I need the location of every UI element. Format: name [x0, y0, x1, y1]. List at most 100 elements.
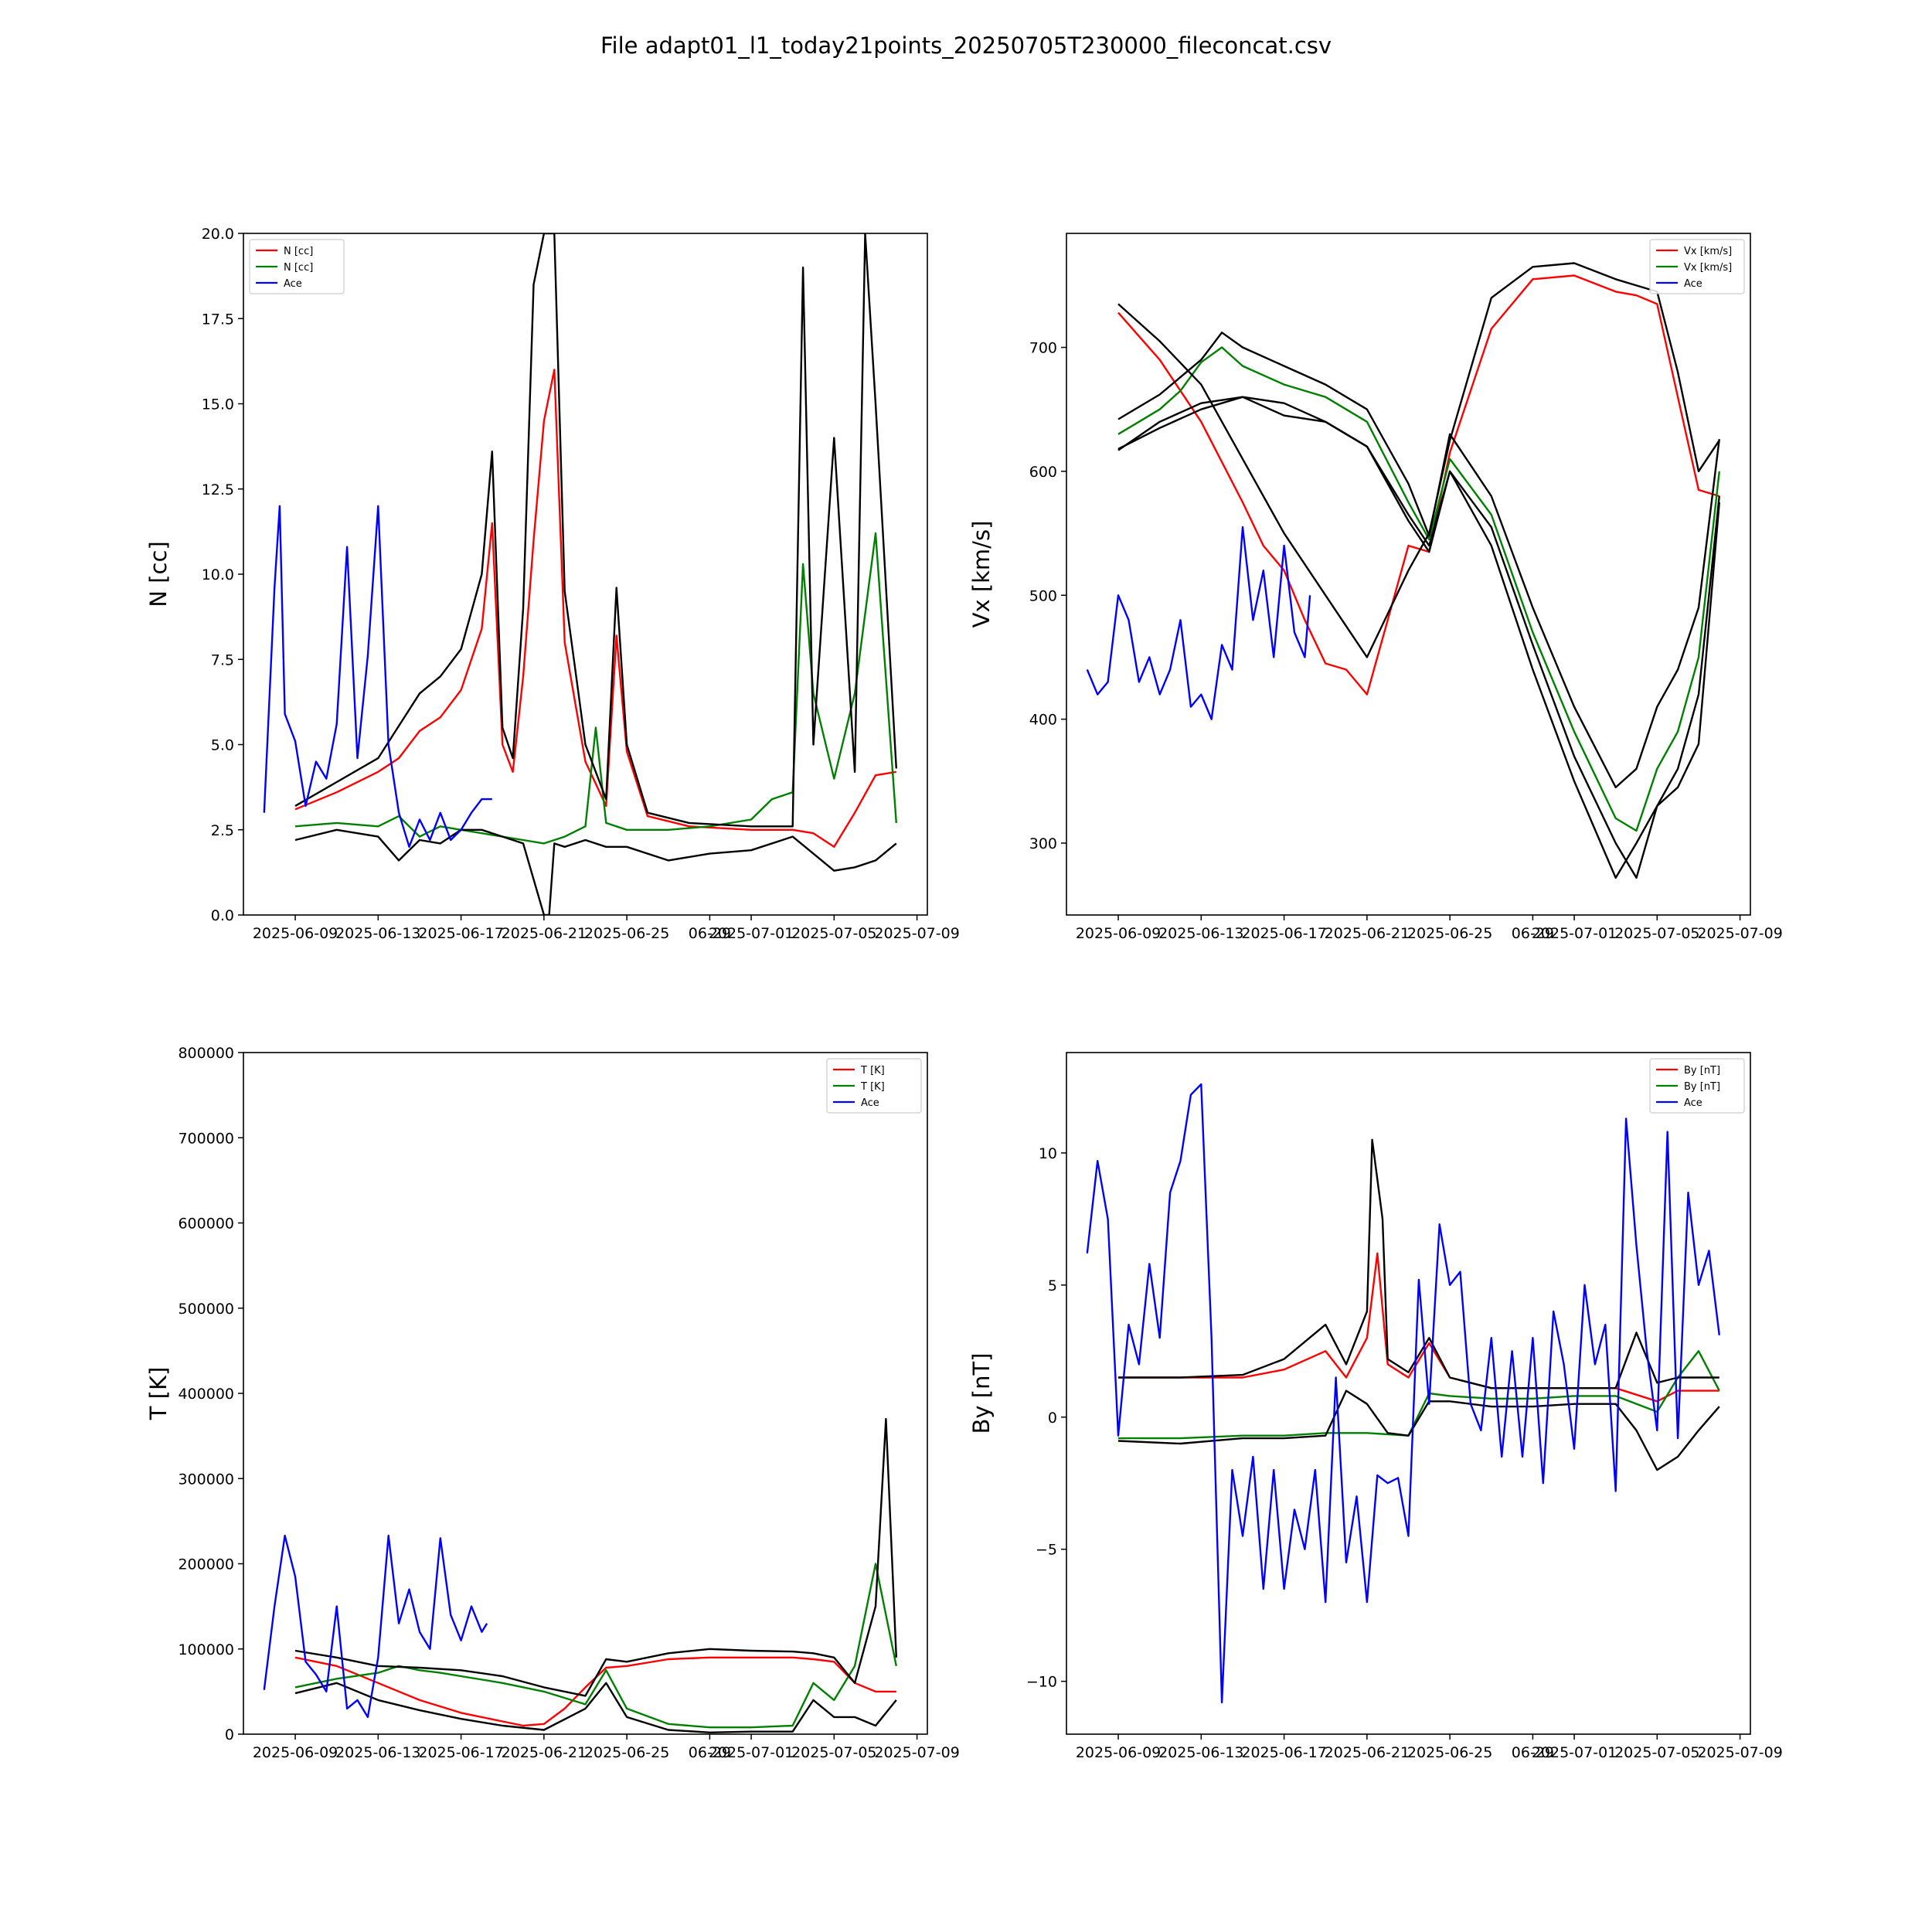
velocity-series-line-5 — [1117, 396, 1720, 879]
velocity-xtick-label: 2025-07-05 — [1614, 925, 1699, 942]
temperature-xtick-label: 2025-06-21 — [502, 1744, 587, 1761]
temperature-xtick-label: 2025-06-17 — [418, 1744, 503, 1761]
by-ytick-label: −5 — [1036, 1542, 1057, 1559]
temperature-ytick-label: 200000 — [178, 1556, 234, 1573]
velocity-xtick-label: 06-29 — [1512, 925, 1554, 942]
velocity-legend-box — [1649, 239, 1745, 294]
density-ytick-label: 5.0 — [211, 737, 234, 754]
velocity-series-line-4 — [1117, 332, 1720, 788]
by-series-line-2 — [1118, 1138, 1719, 1389]
by-xtick-label: 2025-06-21 — [1325, 1744, 1410, 1761]
velocity-legend-label: Ace — [1684, 278, 1702, 290]
temperature-ytick-label: 400000 — [178, 1386, 234, 1403]
density-series-line-4 — [263, 505, 492, 849]
temperature-series-line-0 — [294, 1656, 896, 1727]
velocity-ylabel: Vx [km/s] — [968, 521, 995, 628]
density-xtick-label: 2025-06-21 — [502, 925, 587, 942]
density-ytick-label: 12.5 — [202, 481, 234, 498]
temperature-legend-label: T [K] — [860, 1081, 885, 1093]
by-legend: By [nT] By [nT] Ace — [1649, 1058, 1745, 1114]
by-legend-label: Ace — [1684, 1097, 1702, 1109]
temperature-panel: 0 100000 200000 300000 400000 500000 600000 700… — [145, 1045, 960, 1761]
density-legend-label: N [cc] — [284, 246, 313, 257]
velocity-xtick-label: 2025-06-25 — [1407, 925, 1492, 942]
density-legend-label: N [cc] — [284, 262, 313, 274]
by-legend-label: By [nT] — [1684, 1065, 1720, 1077]
temperature-axes-frame — [243, 1052, 928, 1735]
temperature-xtick-label: 06-29 — [689, 1744, 731, 1761]
density-xtick-label: 2025-07-05 — [791, 925, 876, 942]
temperature-legend-box — [826, 1058, 922, 1114]
by-ytick-label: 10 — [1039, 1145, 1057, 1162]
temperature-xtick-label: 2025-07-01 — [709, 1744, 794, 1761]
velocity-xtick-label: 2025-07-09 — [1697, 925, 1782, 942]
density-ytick-label: 15.0 — [202, 396, 234, 413]
by-series-line-4 — [1086, 1083, 1720, 1704]
velocity-xtick-label: 2025-06-21 — [1325, 925, 1410, 942]
density-series-line-3 — [294, 828, 897, 915]
by-series-line-1 — [1118, 1350, 1720, 1440]
by-xtick-label: 2025-07-09 — [1697, 1744, 1782, 1761]
temperature-ytick-label: 500000 — [178, 1301, 234, 1318]
density-xtick-label: 06-29 — [689, 925, 731, 942]
by-xtick-label: 2025-06-25 — [1407, 1744, 1492, 1761]
temperature-legend-label: Ace — [861, 1097, 879, 1109]
temperature-legend: T [K] T [K] Ace — [826, 1058, 922, 1114]
by-ytick-label: 5 — [1048, 1277, 1057, 1294]
velocity-ytick-label: 600 — [1029, 464, 1057, 481]
temperature-series-line-2 — [294, 1417, 897, 1697]
density-legend-box — [249, 239, 345, 294]
density-xtick-label: 2025-07-01 — [709, 925, 794, 942]
velocity-series-line-2 — [1117, 262, 1720, 658]
density-ytick-label: 7.5 — [211, 651, 234, 668]
temperature-series-line-1 — [294, 1563, 897, 1729]
density-ytick-label: 2.5 — [211, 822, 234, 839]
temperature-ytick-label: 800000 — [178, 1045, 234, 1062]
by-ytick-label: 0 — [1048, 1410, 1057, 1427]
velocity-ytick-label: 500 — [1029, 587, 1057, 604]
velocity-ytick-label: 700 — [1029, 340, 1057, 357]
by-ytick-label: −10 — [1026, 1674, 1057, 1691]
temperature-ytick-label: 300000 — [178, 1471, 234, 1488]
temperature-xtick-label: 2025-06-09 — [253, 1744, 338, 1761]
density-ytick-label: 0.0 — [211, 907, 234, 924]
density-xtick-label: 2025-06-17 — [418, 925, 503, 942]
density-xtick-label: 2025-06-13 — [335, 925, 420, 942]
velocity-ytick-label: 300 — [1029, 835, 1057, 852]
velocity-legend-label: Vx [km/s] — [1684, 246, 1732, 257]
velocity-xtick-label: 2025-06-17 — [1241, 925, 1326, 942]
figure-title: File adapt01_l1_today21points_20250705T2… — [600, 32, 1332, 59]
temperature-xtick-label: 2025-06-13 — [335, 1744, 420, 1761]
temperature-xtick-label: 2025-06-25 — [584, 1744, 669, 1761]
by-xtick-label: 06-29 — [1512, 1744, 1554, 1761]
temperature-series-line-3 — [294, 1682, 897, 1734]
by-xtick-label: 2025-07-05 — [1614, 1744, 1699, 1761]
temperature-legend-label: T [K] — [860, 1065, 885, 1077]
temperature-ytick-label: 700000 — [178, 1130, 234, 1147]
velocity-xtick-label: 2025-06-13 — [1158, 925, 1243, 942]
density-ylabel: N [cc] — [145, 541, 172, 607]
density-series-line-2 — [294, 233, 897, 828]
by-xtick-label: 2025-06-13 — [1158, 1744, 1243, 1761]
by-panel: −10−505102025-06-092025-06-132025-06-172… — [968, 1052, 1783, 1761]
series-group — [1086, 262, 1720, 879]
temperature-ytick-label: 0 — [225, 1726, 234, 1743]
by-xtick-label: 2025-06-17 — [1241, 1744, 1326, 1761]
density-panel: 0.0 2.5 5.0 7.5 10.0 12.5 15.0 17.5 20.0 2025-06-… — [145, 226, 960, 942]
series-group — [263, 233, 897, 915]
by-legend-label: By [nT] — [1684, 1081, 1720, 1093]
by-xtick-label: 2025-06-09 — [1076, 1744, 1161, 1761]
series-group — [263, 1417, 897, 1734]
series-group — [1086, 1083, 1720, 1704]
velocity-legend-label: Vx [km/s] — [1684, 262, 1732, 274]
density-xtick-label: 2025-06-09 — [253, 925, 338, 942]
velocity-series-line-3 — [1117, 396, 1720, 879]
density-legend: N [cc] N [cc] Ace — [249, 239, 345, 294]
by-ylabel: By [nT] — [968, 1353, 995, 1434]
velocity-ytick-label: 400 — [1029, 712, 1057, 729]
density-xtick-label: 2025-06-25 — [584, 925, 669, 942]
by-legend-box — [1649, 1058, 1745, 1114]
temperature-ytick-label: 600000 — [178, 1216, 234, 1233]
density-ytick-label: 17.5 — [202, 311, 234, 328]
